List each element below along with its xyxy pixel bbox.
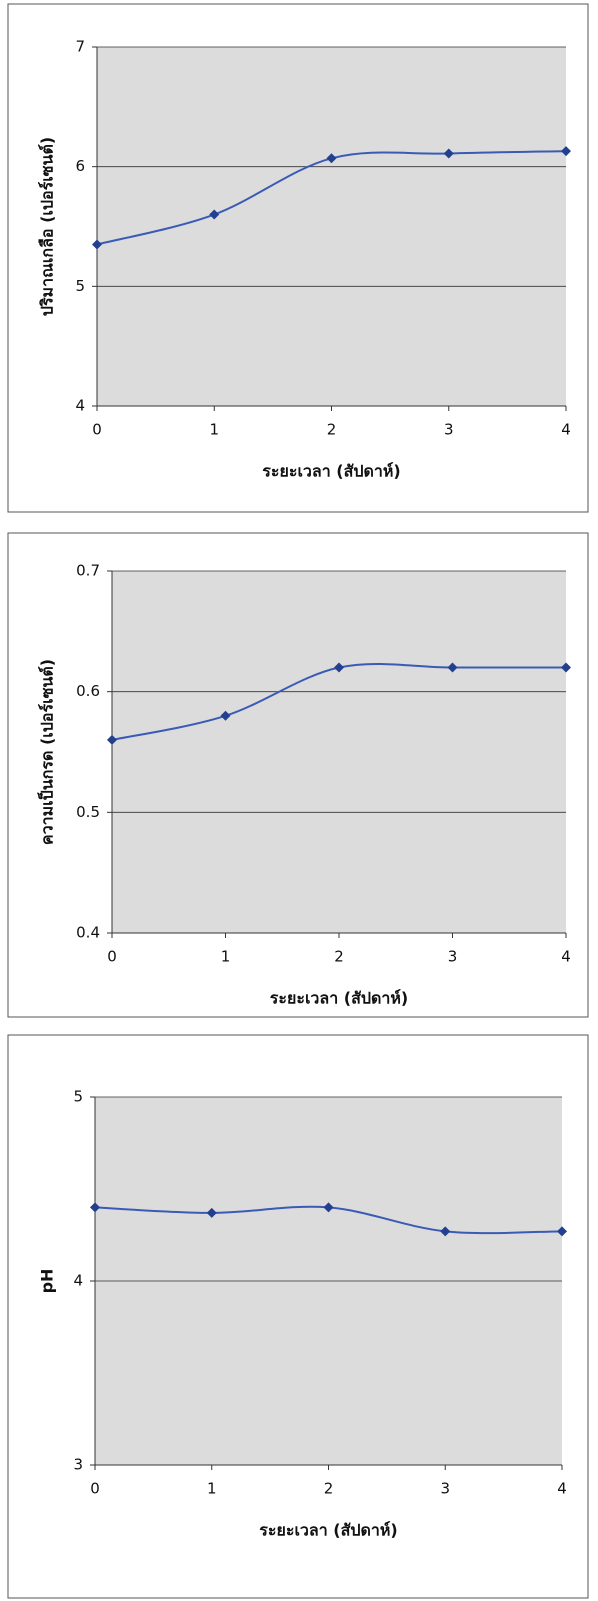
x-tick-label: 2 <box>327 421 337 439</box>
y-tick-label: 0.7 <box>76 562 100 580</box>
x-tick-label: 0 <box>92 421 102 439</box>
x-tick-label: 4 <box>561 948 571 966</box>
x-tick-label: 0 <box>107 948 117 966</box>
y-axis-title: ปริมาณเกลือ (เปอร์เซนต์) <box>38 137 57 316</box>
y-tick-label: 0.4 <box>76 924 100 942</box>
x-tick-label: 1 <box>209 421 219 439</box>
x-tick-label: 2 <box>324 1480 334 1498</box>
x-tick-label: 3 <box>440 1480 450 1498</box>
x-tick-label: 1 <box>207 1480 217 1498</box>
y-tick-label: 7 <box>75 38 85 56</box>
y-tick-label: 4 <box>73 1272 83 1290</box>
plot-area <box>97 47 566 406</box>
y-axis-title: ความเป็นกรด (เปอร์เซนต์) <box>36 659 57 845</box>
y-axis-title: pH <box>38 1269 57 1294</box>
y-tick-label: 0.5 <box>76 803 100 821</box>
x-axis-title: ระยะเวลา (สัปดาห์) <box>270 989 408 1008</box>
x-tick-label: 4 <box>557 1480 567 1498</box>
plot-area <box>112 571 566 933</box>
y-tick-label: 6 <box>75 157 85 175</box>
page: 4 5 6 7 0 1 2 3 4 ระยะเวลา (สัปดาห์) ปริมาณเกลือ (… <box>0 0 598 1601</box>
x-axis-title: ระยะเวลา (สัปดาห์) <box>259 1521 397 1540</box>
y-tick-label: 5 <box>75 277 85 295</box>
x-axis-title: ระยะเวลา (สัปดาห์) <box>262 462 400 481</box>
y-tick-label: 4 <box>75 397 85 415</box>
x-tick-label: 1 <box>221 948 231 966</box>
x-tick-label: 3 <box>448 948 458 966</box>
y-tick-label: 0.6 <box>76 682 100 700</box>
x-tick-label: 4 <box>561 421 571 439</box>
y-tick-label: 3 <box>73 1456 83 1474</box>
x-tick-label: 3 <box>444 421 454 439</box>
y-tick-label: 5 <box>73 1088 83 1106</box>
x-tick-label: 2 <box>334 948 344 966</box>
x-tick-label: 0 <box>90 1480 100 1498</box>
